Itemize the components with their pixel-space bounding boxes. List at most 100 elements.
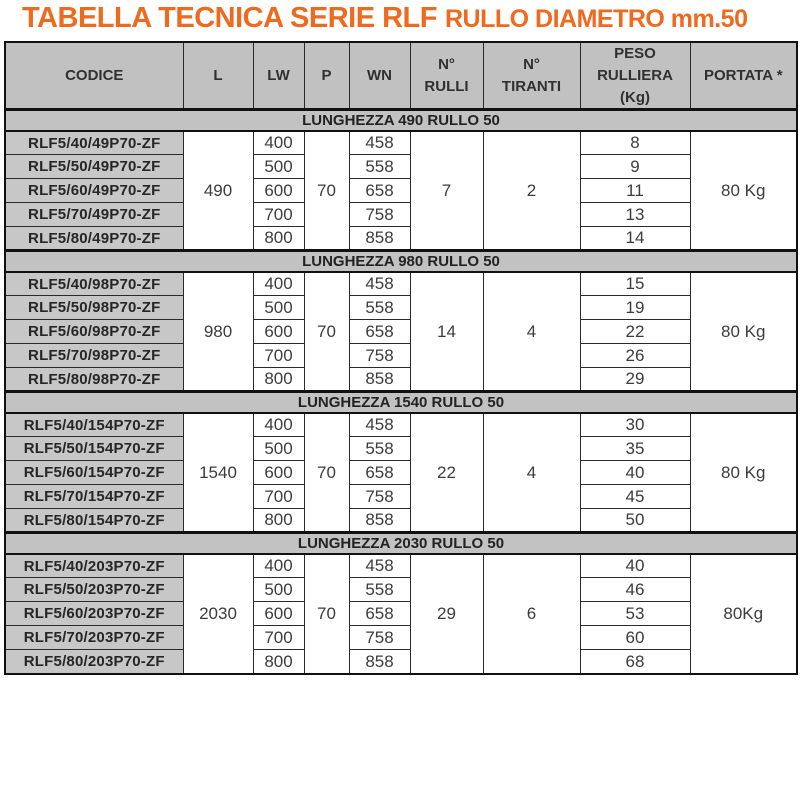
table-row: RLF5/50/98P70-ZF 500 558 19 [4, 295, 797, 321]
cell-peso: 50 [579, 508, 691, 534]
cell-codice: RLF5/50/49P70-ZF [4, 154, 184, 180]
cell-lw: 800 [252, 649, 305, 675]
cell-codice: RLF5/70/154P70-ZF [4, 484, 184, 510]
cell-codice: RLF5/40/49P70-ZF [4, 130, 184, 156]
cell-peso: 40 [579, 460, 691, 486]
cell-wn: 458 [348, 130, 411, 156]
section-banner-row: LUNGHEZZA 490 RULLO 50 [4, 108, 798, 132]
cell-lw: 600 [252, 319, 305, 345]
cell-p: 70 [303, 130, 350, 252]
section-banner: LUNGHEZZA 980 RULLO 50 [4, 249, 798, 273]
cell-codice: RLF5/80/98P70-ZF [4, 367, 184, 393]
column-header-l: L [182, 41, 254, 112]
cell-codice: RLF5/60/98P70-ZF [4, 319, 184, 345]
cell-wn: 458 [348, 271, 411, 297]
cell-l: 490 [182, 130, 254, 252]
cell-lw: 700 [252, 625, 305, 651]
cell-peso: 15 [579, 271, 691, 297]
table-section: LUNGHEZZA 2030 RULLO 50 RLF5/40/203P70-ZF… [4, 531, 798, 675]
column-header-peso: PESO RULLIERA (Kg) [579, 41, 691, 112]
cell-peso: 35 [579, 436, 691, 462]
cell-lw: 400 [252, 553, 305, 579]
cell-peso: 26 [579, 343, 691, 369]
cell-codice: RLF5/80/203P70-ZF [4, 649, 184, 675]
cell-rulli: 7 [409, 130, 484, 252]
cell-lw: 600 [252, 178, 305, 204]
cell-codice: RLF5/40/154P70-ZF [4, 412, 184, 438]
cell-portata: 80 Kg [689, 271, 798, 393]
cell-lw: 500 [252, 154, 305, 180]
table-row: RLF5/40/49P70-ZF 490 400 70 458 7 2 8 80 Kg [4, 130, 798, 252]
table-row: RLF5/60/98P70-ZF 600 658 22 [4, 319, 797, 345]
cell-wn: 658 [348, 178, 411, 204]
cell-peso: 68 [579, 649, 691, 675]
cell-p: 70 [303, 553, 350, 675]
cell-codice: RLF5/60/49P70-ZF [4, 178, 184, 204]
title-main: TABELLA TECNICA SERIE RLF [22, 2, 437, 34]
cell-lw: 600 [252, 460, 305, 486]
cell-rulli: 29 [409, 553, 484, 675]
table-row: RLF5/50/154P70-ZF 500 558 35 [4, 436, 797, 462]
cell-peso: 11 [579, 178, 691, 204]
cell-peso: 53 [579, 601, 691, 627]
table-row: RLF5/80/98P70-ZF 800 858 29 [4, 367, 797, 393]
cell-codice: RLF5/60/154P70-ZF [4, 460, 184, 486]
table-row: RLF5/40/154P70-ZF 1540 400 70 458 22 4 30 80 Kg [4, 412, 798, 534]
cell-portata: 80Kg [689, 553, 798, 675]
cell-lw: 600 [252, 601, 305, 627]
cell-peso: 13 [579, 202, 691, 228]
cell-l: 2030 [182, 553, 254, 675]
cell-wn: 558 [348, 154, 411, 180]
table-row: RLF5/80/154P70-ZF 800 858 50 [4, 508, 797, 534]
cell-codice: RLF5/60/203P70-ZF [4, 601, 184, 627]
cell-wn: 458 [348, 412, 411, 438]
cell-wn: 758 [348, 343, 411, 369]
cell-lw: 400 [252, 271, 305, 297]
cell-wn: 558 [348, 436, 411, 462]
cell-portata: 80 Kg [689, 130, 798, 252]
cell-lw: 700 [252, 343, 305, 369]
cell-peso: 45 [579, 484, 691, 510]
table-row: RLF5/50/49P70-ZF 500 558 9 [4, 154, 797, 180]
section-banner: LUNGHEZZA 1540 RULLO 50 [4, 390, 798, 414]
column-header-rulli: N° RULLI [409, 41, 484, 112]
table-section: LUNGHEZZA 490 RULLO 50 RLF5/40/49P70-ZF 49… [4, 108, 798, 252]
title-sub: RULLO DIAMETRO mm.50 [444, 5, 748, 33]
table-row: RLF5/60/49P70-ZF 600 658 11 [4, 178, 797, 204]
cell-codice: RLF5/80/49P70-ZF [4, 226, 184, 252]
header-row: CODICE L LW P WN N° RULLI N° TIRANTI PES… [4, 41, 798, 112]
cell-rulli: 14 [409, 271, 484, 393]
cell-peso: 60 [579, 625, 691, 651]
table-row: RLF5/60/203P70-ZF 600 658 53 [4, 601, 797, 627]
cell-codice: RLF5/40/203P70-ZF [4, 553, 184, 579]
cell-p: 70 [303, 271, 350, 393]
cell-codice: RLF5/70/203P70-ZF [4, 625, 184, 651]
cell-codice: RLF5/80/154P70-ZF [4, 508, 184, 534]
table-row: RLF5/60/154P70-ZF 600 658 40 [4, 460, 797, 486]
cell-lw: 500 [252, 436, 305, 462]
table-row: RLF5/40/203P70-ZF 2030 400 70 458 29 6 40 80Kg [4, 553, 798, 675]
cell-peso: 30 [579, 412, 691, 438]
cell-codice: RLF5/40/98P70-ZF [4, 271, 184, 297]
table-row: RLF5/70/98P70-ZF 700 758 26 [4, 343, 797, 369]
table-row: RLF5/70/154P70-ZF 700 758 45 [4, 484, 797, 510]
cell-wn: 658 [348, 319, 411, 345]
table-section: LUNGHEZZA 980 RULLO 50 RLF5/40/98P70-ZF 98… [4, 249, 798, 393]
column-header-p: P [303, 41, 350, 112]
column-header-lw: LW [252, 41, 305, 112]
column-header-portata: PORTATA * [689, 41, 798, 112]
cell-lw: 500 [252, 295, 305, 321]
cell-peso: 46 [579, 577, 691, 603]
cell-tiranti: 6 [482, 553, 581, 675]
cell-peso: 22 [579, 319, 691, 345]
cell-peso: 14 [579, 226, 691, 252]
table-row: RLF5/80/203P70-ZF 800 858 68 [4, 649, 797, 675]
cell-wn: 858 [348, 508, 411, 534]
page-title: TABELLA TECNICA SERIE RLF RULLO DIAMETRO … [0, 0, 800, 41]
cell-peso: 29 [579, 367, 691, 393]
cell-lw: 800 [252, 508, 305, 534]
cell-l: 980 [182, 271, 254, 393]
section-banner-row: LUNGHEZZA 1540 RULLO 50 [4, 390, 798, 414]
cell-codice: RLF5/50/154P70-ZF [4, 436, 184, 462]
